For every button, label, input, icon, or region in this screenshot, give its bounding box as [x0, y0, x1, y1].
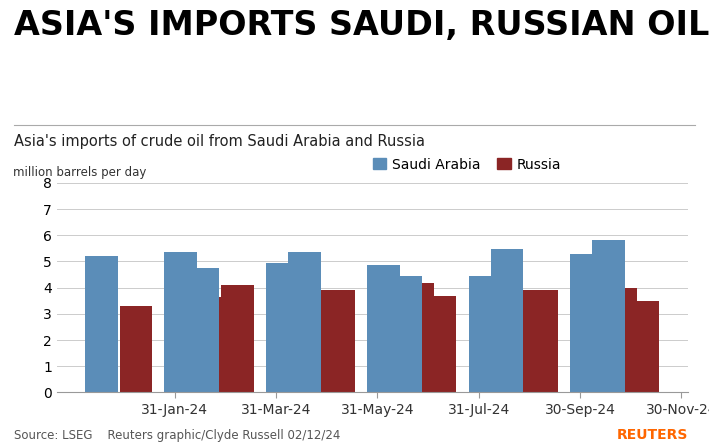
Bar	[627, 301, 659, 392]
Text: Source: LSEG    Reuters graphic/Clyde Russell 02/12/24: Source: LSEG Reuters graphic/Clyde Russe…	[14, 429, 340, 442]
Bar	[301, 289, 333, 392]
Bar	[323, 289, 355, 392]
Text: REUTERS: REUTERS	[616, 428, 688, 442]
Bar	[85, 256, 118, 392]
Bar	[199, 297, 231, 392]
Bar	[266, 263, 298, 392]
Bar	[604, 289, 637, 392]
Bar	[389, 276, 422, 392]
Text: ASIA'S IMPORTS SAUDI, RUSSIAN OIL: ASIA'S IMPORTS SAUDI, RUSSIAN OIL	[14, 9, 709, 42]
Bar	[525, 290, 558, 392]
Bar	[592, 240, 625, 392]
Bar	[288, 252, 320, 392]
Bar	[491, 248, 523, 392]
Bar	[120, 306, 152, 392]
Bar	[367, 265, 400, 392]
Bar	[186, 268, 219, 392]
Bar	[221, 285, 254, 392]
Bar	[503, 290, 535, 392]
Text: Asia's imports of crude oil from Saudi Arabia and Russia: Asia's imports of crude oil from Saudi A…	[14, 134, 425, 149]
Bar	[164, 252, 197, 392]
Bar	[570, 254, 602, 392]
Bar	[424, 296, 457, 392]
Legend: Saudi Arabia, Russia: Saudi Arabia, Russia	[367, 152, 566, 177]
Text: million barrels per day: million barrels per day	[13, 165, 146, 179]
Bar	[469, 276, 501, 392]
Bar	[401, 283, 434, 392]
